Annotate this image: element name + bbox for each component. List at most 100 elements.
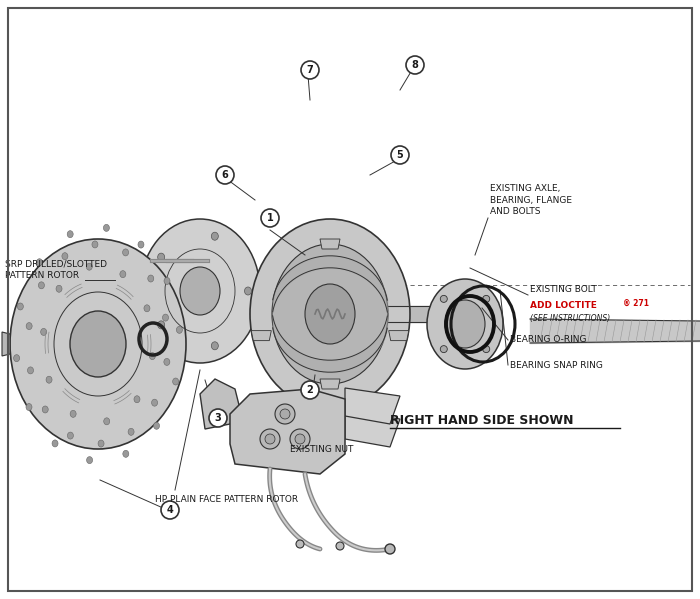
Circle shape (290, 429, 310, 449)
Text: EXISTING BOLT: EXISTING BOLT (530, 286, 597, 295)
Text: (SEE INSTRUCTIONS): (SEE INSTRUCTIONS) (530, 313, 610, 322)
Ellipse shape (26, 323, 32, 329)
Polygon shape (2, 332, 10, 356)
Ellipse shape (148, 275, 154, 282)
Text: 8: 8 (412, 60, 419, 70)
Ellipse shape (18, 303, 23, 310)
Circle shape (209, 409, 227, 427)
Text: BEARING O-RING: BEARING O-RING (510, 335, 587, 344)
Circle shape (483, 295, 490, 302)
Circle shape (275, 404, 295, 424)
Text: ADD LOCTITE: ADD LOCTITE (530, 301, 597, 310)
Polygon shape (230, 389, 345, 474)
Ellipse shape (445, 300, 485, 348)
Circle shape (301, 61, 319, 79)
Text: BEARING SNAP RING: BEARING SNAP RING (510, 361, 603, 370)
Ellipse shape (26, 404, 32, 410)
Circle shape (391, 146, 409, 164)
Ellipse shape (122, 450, 129, 457)
Circle shape (336, 542, 344, 550)
Ellipse shape (98, 440, 104, 447)
Ellipse shape (162, 314, 169, 321)
Polygon shape (345, 388, 400, 424)
Ellipse shape (211, 232, 218, 240)
Ellipse shape (120, 271, 126, 278)
Ellipse shape (158, 253, 164, 261)
Circle shape (295, 434, 305, 444)
Ellipse shape (13, 355, 20, 362)
Text: 4: 4 (167, 505, 174, 515)
Text: 1: 1 (267, 213, 274, 223)
Ellipse shape (164, 358, 170, 365)
Circle shape (385, 544, 395, 554)
Circle shape (483, 346, 490, 353)
Ellipse shape (250, 219, 410, 409)
Ellipse shape (272, 244, 388, 384)
Circle shape (440, 346, 447, 353)
Ellipse shape (92, 241, 98, 248)
Polygon shape (251, 331, 272, 341)
Polygon shape (389, 331, 409, 341)
Ellipse shape (173, 378, 178, 385)
Circle shape (301, 381, 319, 399)
Circle shape (265, 434, 275, 444)
Ellipse shape (176, 326, 183, 333)
Polygon shape (320, 239, 340, 249)
Polygon shape (345, 411, 400, 447)
Ellipse shape (164, 277, 170, 285)
Polygon shape (134, 282, 140, 300)
Text: 5: 5 (397, 150, 403, 160)
Ellipse shape (38, 282, 44, 289)
Ellipse shape (152, 399, 158, 406)
Ellipse shape (134, 396, 140, 403)
Ellipse shape (104, 225, 109, 231)
Ellipse shape (27, 367, 34, 374)
Ellipse shape (144, 305, 150, 312)
Circle shape (406, 56, 424, 74)
Ellipse shape (138, 241, 144, 248)
Ellipse shape (67, 231, 74, 238)
Text: EXISTING AXLE,
BEARING, FLANGE
AND BOLTS: EXISTING AXLE, BEARING, FLANGE AND BOLTS (490, 184, 572, 216)
Ellipse shape (41, 328, 47, 335)
Ellipse shape (153, 422, 160, 429)
Circle shape (280, 409, 290, 419)
Ellipse shape (87, 456, 92, 464)
Ellipse shape (158, 321, 164, 329)
Ellipse shape (244, 287, 251, 295)
Ellipse shape (67, 432, 74, 439)
Ellipse shape (62, 253, 68, 260)
Ellipse shape (52, 440, 58, 447)
Text: ® 271: ® 271 (623, 298, 649, 307)
Ellipse shape (36, 259, 43, 266)
Ellipse shape (46, 376, 52, 383)
Ellipse shape (70, 410, 76, 418)
Text: 3: 3 (215, 413, 221, 423)
Circle shape (261, 209, 279, 227)
Text: HP PLAIN FACE PATTERN ROTOR: HP PLAIN FACE PATTERN ROTOR (155, 495, 298, 504)
Ellipse shape (211, 342, 218, 350)
Ellipse shape (128, 428, 134, 435)
Text: 7: 7 (307, 65, 314, 75)
Ellipse shape (180, 267, 220, 315)
Ellipse shape (70, 311, 126, 377)
Ellipse shape (104, 418, 110, 425)
Ellipse shape (305, 284, 355, 344)
Circle shape (440, 295, 447, 302)
Polygon shape (320, 379, 340, 389)
Polygon shape (200, 379, 240, 429)
Ellipse shape (42, 406, 48, 413)
Ellipse shape (86, 263, 92, 270)
Ellipse shape (10, 239, 186, 449)
Text: 6: 6 (222, 170, 228, 180)
Circle shape (161, 501, 179, 519)
Ellipse shape (140, 219, 260, 363)
Ellipse shape (122, 249, 129, 256)
Text: RIGHT HAND SIDE SHOWN: RIGHT HAND SIDE SHOWN (390, 413, 573, 426)
Circle shape (260, 429, 280, 449)
Circle shape (216, 166, 234, 184)
Text: SRP DRILLED/SLOTTED
PATTERN ROTOR: SRP DRILLED/SLOTTED PATTERN ROTOR (5, 260, 107, 280)
Circle shape (296, 540, 304, 548)
Text: 2: 2 (307, 385, 314, 395)
Ellipse shape (427, 279, 503, 369)
Ellipse shape (149, 353, 155, 359)
